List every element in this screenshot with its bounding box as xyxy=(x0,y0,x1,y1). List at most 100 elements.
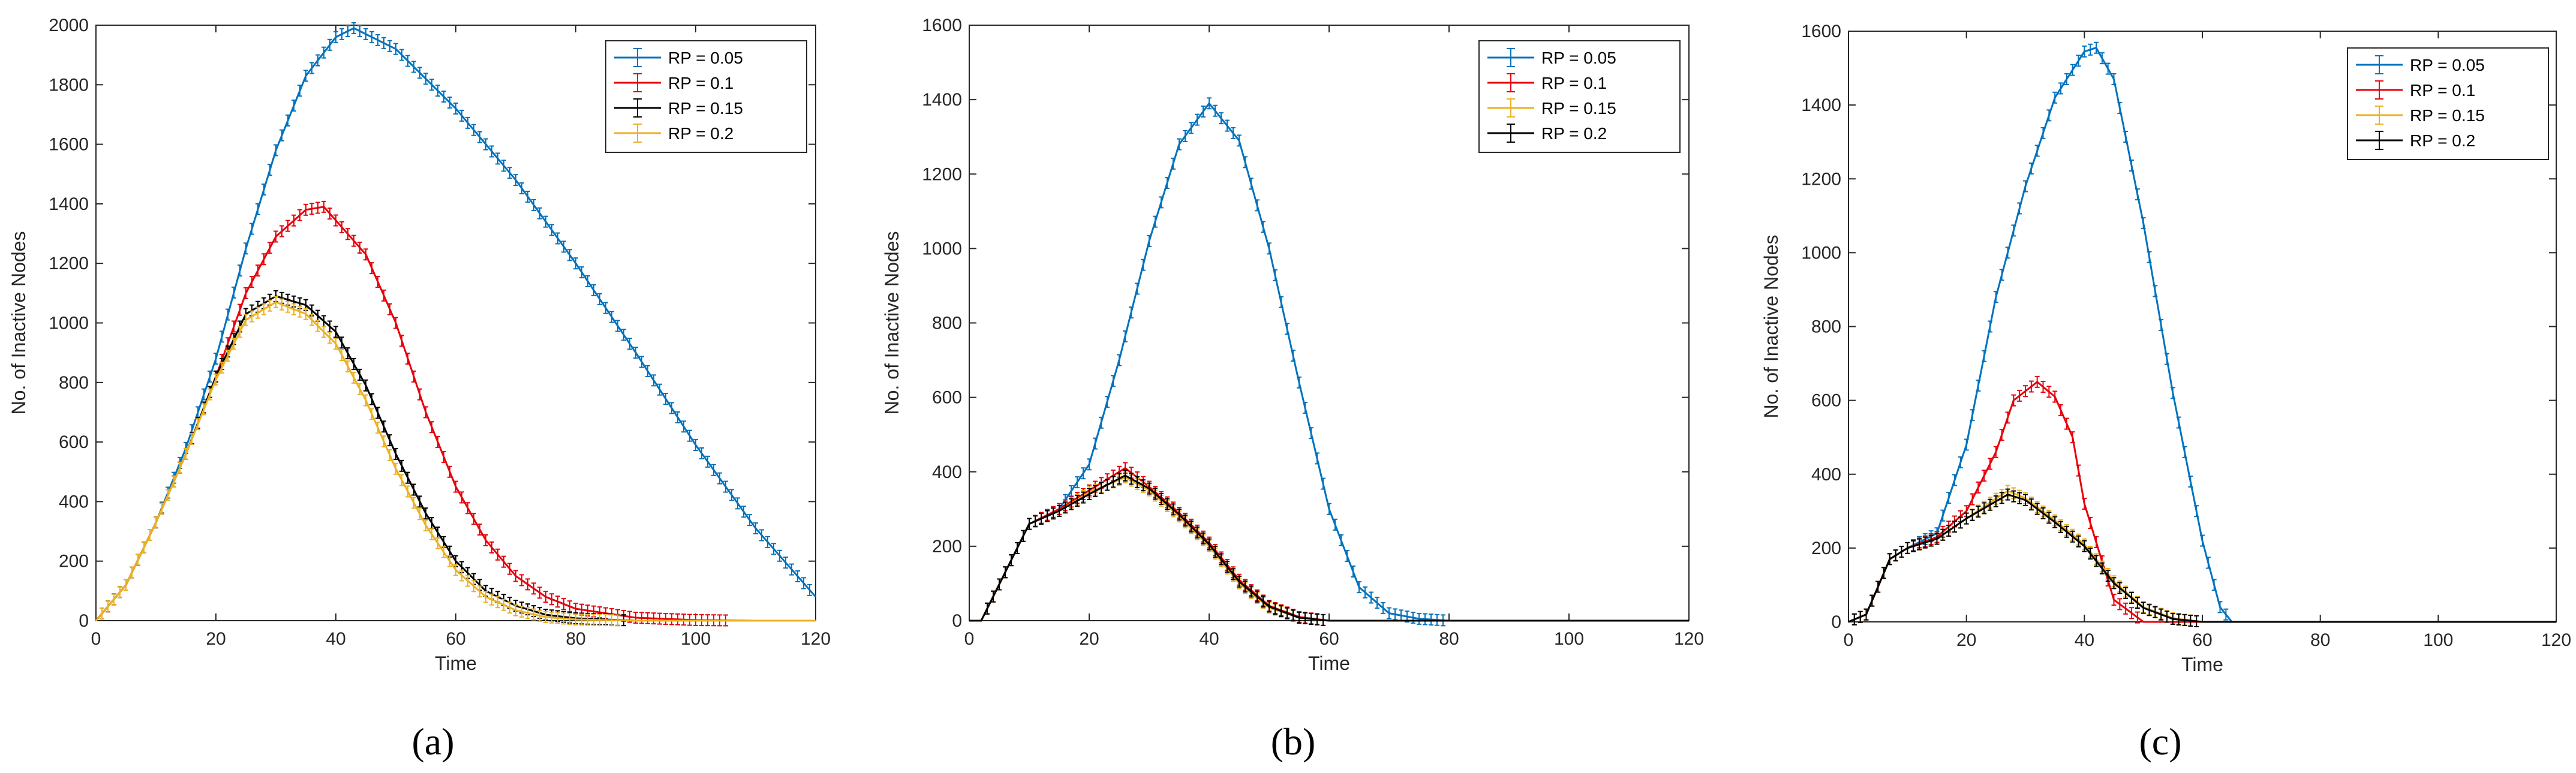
p1-legend-label-rp-0-15: RP = 0.15 xyxy=(668,99,743,118)
p2-rp-0-05-point xyxy=(1357,581,1361,594)
p1-rp-0-05-point xyxy=(214,353,218,365)
p1-rp-0-1-point xyxy=(489,541,494,554)
p2-rp-0-2-point xyxy=(1099,482,1104,494)
p2-rp-0-2-point xyxy=(1291,609,1295,622)
p1-rp-0-1-point xyxy=(351,234,356,247)
p3-rp-0-2-point xyxy=(1958,516,1963,529)
p1-rp-0-05-point xyxy=(351,22,356,34)
p2-y-tick-label-200: 200 xyxy=(932,537,962,557)
p1-rp-0-1-point xyxy=(657,612,662,625)
p2-rp-0-05-point xyxy=(1189,122,1194,134)
p3-rp-0-1-point xyxy=(1976,481,1981,494)
p1-rp-0-1-point xyxy=(483,534,488,546)
p2-series-rp-0-2 xyxy=(969,469,1689,627)
p1-rp-0-15-point xyxy=(339,336,344,349)
p1-rp-0-2-point xyxy=(369,408,374,420)
p1-rp-0-2-point xyxy=(238,326,242,338)
p1-rp-0-05-point xyxy=(381,37,386,49)
p1-rp-0-1-point xyxy=(267,242,272,254)
p3-rp-0-2-point xyxy=(2017,492,2022,504)
p3-rp-0-05-point xyxy=(1976,380,1981,392)
p3-y-tick-label-800: 800 xyxy=(1811,317,1841,337)
p1-rp-0-05-point xyxy=(507,167,512,179)
p1-rp-0-2-point xyxy=(190,433,194,446)
p1-rp-0-1-point xyxy=(477,524,482,536)
p3-rp-0-05-point xyxy=(2076,55,2081,67)
p1-y-tick-label-800: 800 xyxy=(59,373,89,393)
p1-rp-0-05-point xyxy=(363,28,368,40)
p1-rp-0-2-point xyxy=(531,608,536,621)
p2-rp-0-2-point xyxy=(1063,501,1068,514)
p3-rp-0-05-point xyxy=(2023,180,2028,193)
p3-rp-0-2-point xyxy=(1905,542,1910,554)
p1-y-tick-label-400: 400 xyxy=(59,492,89,512)
p2-y-tick-label-1600: 1600 xyxy=(922,16,962,35)
p1-legend: RP = 0.05 RP = 0.1 RP = 0.15 RP = 0.2 xyxy=(605,40,807,153)
p3-rp-0-2-point xyxy=(1917,538,1922,551)
p1-rp-0-2-point xyxy=(291,303,296,315)
p3-rp-0-05-point xyxy=(1946,492,1952,504)
p3-rp-0-05-point xyxy=(2028,163,2034,175)
p2-rp-0-2-point xyxy=(1129,473,1134,485)
p1-rp-0-2-point xyxy=(267,299,272,312)
p1-rp-0-05-point xyxy=(549,224,554,236)
p1-rp-0-1-point xyxy=(495,548,500,561)
p1-rp-0-1-point xyxy=(250,275,254,288)
p3-rp-0-2-point xyxy=(2052,516,2058,528)
p1-rp-0-2-point xyxy=(537,609,542,622)
p3-rp-0-05-point xyxy=(2088,43,2093,56)
p1-rp-0-05-point xyxy=(561,240,566,253)
p2-rp-0-05-point xyxy=(1387,607,1391,619)
p2-rp-0-2-point xyxy=(997,578,1002,591)
p1-rp-0-1-point xyxy=(411,370,416,383)
p1-rp-0-2-point xyxy=(585,613,590,626)
p1-rp-0-05-point xyxy=(429,79,434,91)
p1-legend-label-rp-0-05: RP = 0.05 xyxy=(668,49,743,67)
p3-legend-label-rp-0-05: RP = 0.05 xyxy=(2410,56,2485,74)
p3-rp-0-2-point xyxy=(2129,592,2134,604)
p1-rp-0-05-point xyxy=(675,411,680,423)
p3-rp-0-05-point xyxy=(1982,350,1987,362)
p2-rp-0-2-point xyxy=(1117,473,1122,485)
p2-rp-0-2-point xyxy=(1045,510,1050,522)
p1-rp-0-1-point xyxy=(315,201,320,214)
p1-rp-0-05-point xyxy=(321,46,326,59)
p3-rp-0-2-point xyxy=(2094,555,2099,567)
p1-rp-0-05-point xyxy=(315,54,320,67)
p1-rp-0-1-point xyxy=(273,230,278,243)
p2-rp-0-2-point xyxy=(991,590,996,603)
p2-rp-0-2-point xyxy=(1297,612,1301,624)
p3-x-tick-label-20: 20 xyxy=(1956,630,1976,650)
p1-x-tick-label-120: 120 xyxy=(801,629,831,649)
p2-rp-0-2-point xyxy=(1243,580,1248,593)
p1-rp-0-2-point xyxy=(459,569,464,582)
p3-rp-0-2-point xyxy=(1887,553,1892,566)
p1-rp-0-1-point xyxy=(363,248,368,261)
p2-rp-0-05-point xyxy=(1213,104,1218,117)
p3-rp-0-1-point xyxy=(2028,380,2034,393)
p1-rp-0-1-point xyxy=(375,275,380,288)
p1-rp-0-05-point xyxy=(465,116,470,129)
p3-y-tick-label-1200: 1200 xyxy=(1801,169,1841,189)
p3-rp-0-05-point xyxy=(2223,608,2229,621)
p1-rp-0-05-point xyxy=(339,28,344,40)
p1-rp-0-2-point xyxy=(214,373,218,386)
p3-rp-0-05-point xyxy=(2211,579,2217,591)
p3-rp-0-2-point xyxy=(2076,535,2081,548)
p1-rp-0-05-point xyxy=(645,365,650,377)
p1-x-tick-label-100: 100 xyxy=(681,629,711,649)
p3-rp-0-05-point xyxy=(2052,91,2058,104)
p2-y-tick-label-800: 800 xyxy=(932,314,962,333)
p3-y-tick-label-1000: 1000 xyxy=(1801,243,1841,263)
p1-rp-0-1-point xyxy=(369,262,374,275)
p1-rp-0-05-point xyxy=(441,91,446,103)
p3-rp-0-1-point xyxy=(1993,446,1998,458)
p2-rp-0-05-point xyxy=(1429,613,1433,626)
p1-rp-0-2-point xyxy=(615,614,620,627)
p3-rp-0-2-point xyxy=(2117,582,2123,594)
p1-rp-0-2-point xyxy=(261,303,266,315)
p2-rp-0-2-point xyxy=(1309,613,1313,625)
p1-rp-0-1-point xyxy=(537,586,542,599)
p2-x-tick-label-0: 0 xyxy=(964,629,975,649)
p1-rp-0-1-point xyxy=(279,225,284,237)
